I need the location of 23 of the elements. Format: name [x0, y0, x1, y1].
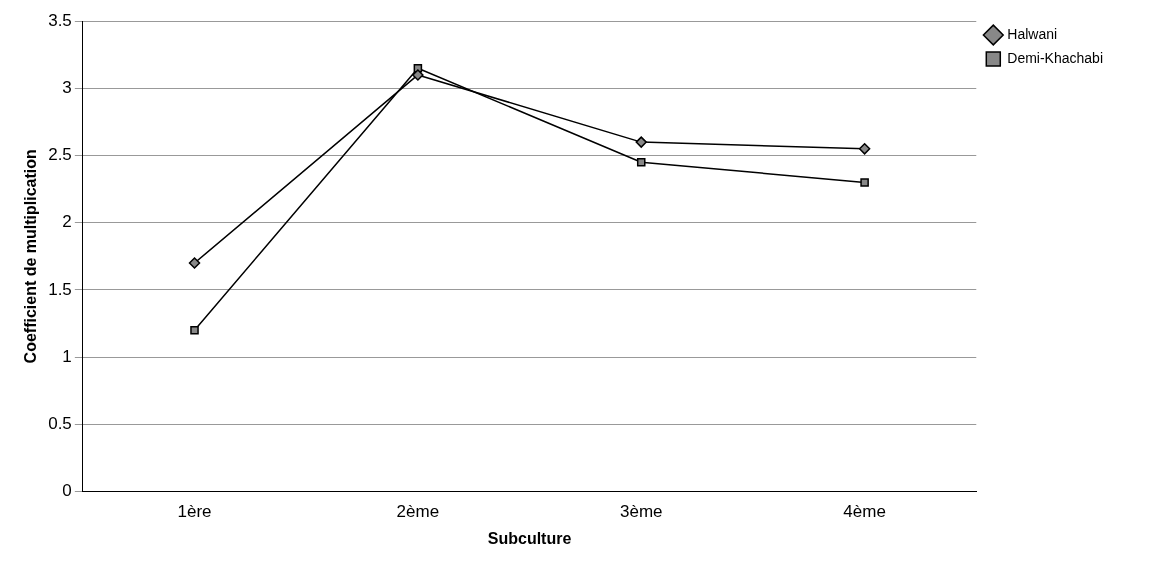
- x-tick-label: 4ème: [843, 502, 886, 522]
- legend-label: Demi-Khachabi: [1007, 49, 1104, 66]
- y-tick-label: 3: [62, 78, 72, 98]
- point: [860, 178, 869, 187]
- y-axis-title: Coefficient de multiplication: [22, 149, 40, 364]
- point: [188, 257, 201, 269]
- y-tick-label: 2: [62, 212, 72, 232]
- y-tick-label: 1.5: [48, 279, 72, 299]
- x-tick-label: 2ème: [396, 502, 440, 522]
- legend-label: Halwani: [1007, 25, 1058, 42]
- point: [636, 157, 646, 167]
- x-tick-label: 1ère: [177, 502, 212, 522]
- point: [412, 69, 424, 81]
- point: [190, 325, 199, 335]
- x-axis-title: Subculture: [487, 529, 572, 547]
- y-tick-label: 2.5: [48, 145, 72, 165]
- x-tick-label: 3ème: [619, 502, 663, 522]
- y-tick-label: 3.5: [48, 10, 72, 30]
- y-tick-label: 0: [62, 481, 72, 501]
- y-tick-label: 0.5: [48, 413, 72, 433]
- point: [635, 136, 647, 148]
- point: [858, 143, 871, 155]
- y-tick-label: 1: [62, 346, 72, 366]
